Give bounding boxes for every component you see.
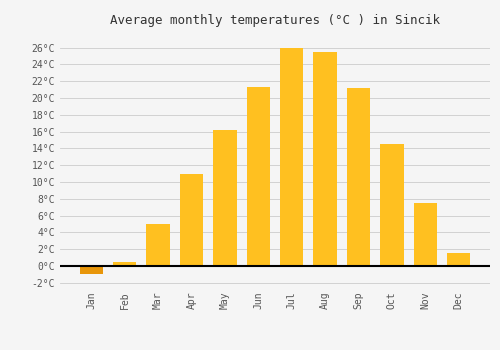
Bar <box>213 130 236 266</box>
Bar <box>80 266 103 274</box>
Title: Average monthly temperatures (°C ) in Sincik: Average monthly temperatures (°C ) in Si… <box>110 14 440 27</box>
Bar <box>180 174 203 266</box>
Bar <box>314 52 337 266</box>
Bar <box>414 203 437 266</box>
Bar <box>280 48 303 266</box>
Bar <box>113 262 136 266</box>
Bar <box>246 87 270 266</box>
Bar <box>347 88 370 266</box>
Bar <box>380 144 404 266</box>
Bar <box>447 253 470 266</box>
Bar <box>146 224 170 266</box>
